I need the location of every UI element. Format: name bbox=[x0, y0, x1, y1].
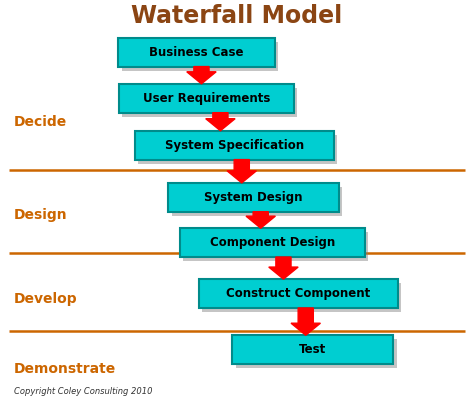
FancyBboxPatch shape bbox=[236, 339, 397, 368]
FancyBboxPatch shape bbox=[122, 88, 297, 117]
Text: System Specification: System Specification bbox=[165, 139, 304, 152]
Text: Test: Test bbox=[299, 343, 327, 356]
Text: Develop: Develop bbox=[14, 292, 78, 306]
Text: User Requirements: User Requirements bbox=[143, 92, 270, 105]
FancyBboxPatch shape bbox=[202, 283, 401, 312]
FancyBboxPatch shape bbox=[118, 84, 294, 113]
Text: Waterfall Model: Waterfall Model bbox=[131, 4, 343, 28]
FancyArrow shape bbox=[246, 212, 275, 228]
FancyBboxPatch shape bbox=[180, 228, 365, 257]
Text: System Design: System Design bbox=[204, 191, 303, 204]
Text: Demonstrate: Demonstrate bbox=[14, 362, 117, 376]
FancyBboxPatch shape bbox=[172, 187, 342, 216]
FancyArrow shape bbox=[206, 113, 235, 131]
FancyBboxPatch shape bbox=[135, 131, 334, 160]
FancyArrow shape bbox=[187, 67, 216, 84]
Text: Decide: Decide bbox=[14, 115, 67, 129]
FancyArrow shape bbox=[269, 257, 298, 279]
Text: Copyright Coley Consulting 2010: Copyright Coley Consulting 2010 bbox=[14, 387, 153, 396]
Text: Component Design: Component Design bbox=[210, 236, 335, 249]
FancyBboxPatch shape bbox=[232, 335, 393, 364]
FancyBboxPatch shape bbox=[122, 42, 278, 71]
FancyBboxPatch shape bbox=[168, 183, 339, 212]
Text: Business Case: Business Case bbox=[149, 46, 244, 59]
FancyArrow shape bbox=[291, 308, 320, 335]
FancyBboxPatch shape bbox=[138, 135, 337, 164]
FancyArrow shape bbox=[227, 160, 256, 183]
Text: Construct Component: Construct Component bbox=[227, 287, 371, 300]
Text: Design: Design bbox=[14, 208, 68, 221]
FancyBboxPatch shape bbox=[183, 232, 368, 261]
FancyBboxPatch shape bbox=[118, 38, 275, 67]
FancyBboxPatch shape bbox=[199, 279, 398, 308]
